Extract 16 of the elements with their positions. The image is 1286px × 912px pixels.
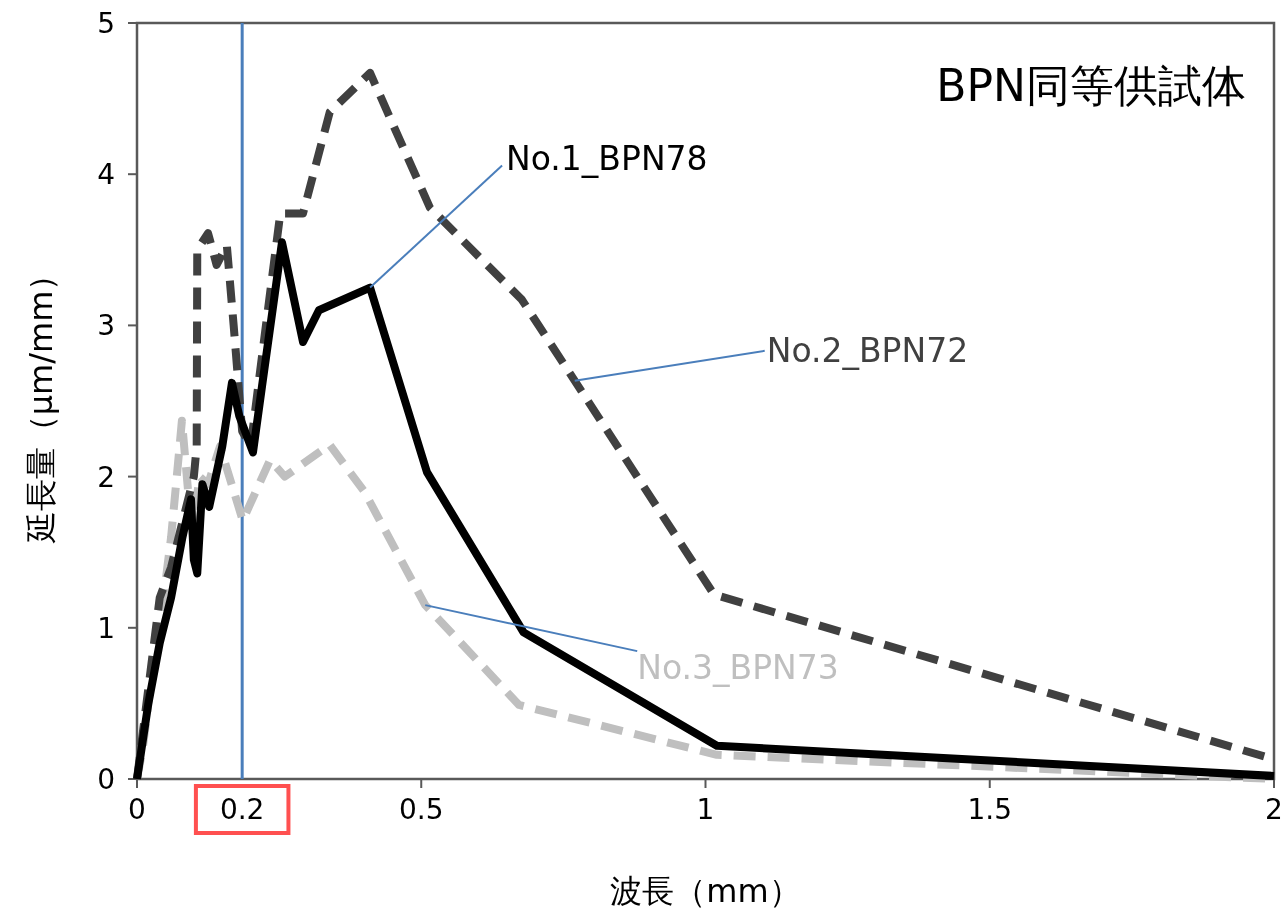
x-tick-label: 2 — [1265, 793, 1283, 826]
x-tick-label: 0.5 — [398, 793, 444, 826]
y-tick-label: 1 — [97, 611, 115, 645]
y-tick-label: 3 — [97, 309, 115, 343]
x-axis-title: 波長（mm） — [610, 872, 801, 910]
y-axis-title: 延長量（μm/mm） — [22, 258, 60, 545]
x-tick-label: 1.5 — [967, 793, 1013, 826]
series-label: No.3_BPN73 — [637, 648, 839, 688]
y-tick-label: 5 — [97, 7, 115, 40]
y-tick-label: 2 — [97, 460, 115, 494]
x-tick-label: 0 — [128, 793, 146, 826]
y-tick-label: 4 — [97, 158, 115, 192]
x-tick-label: 1 — [696, 793, 715, 826]
text: BPN同等供試体 — [936, 60, 1246, 111]
y-tick-label: 0 — [97, 763, 115, 796]
ref-line-label: 0.2 — [219, 793, 265, 826]
